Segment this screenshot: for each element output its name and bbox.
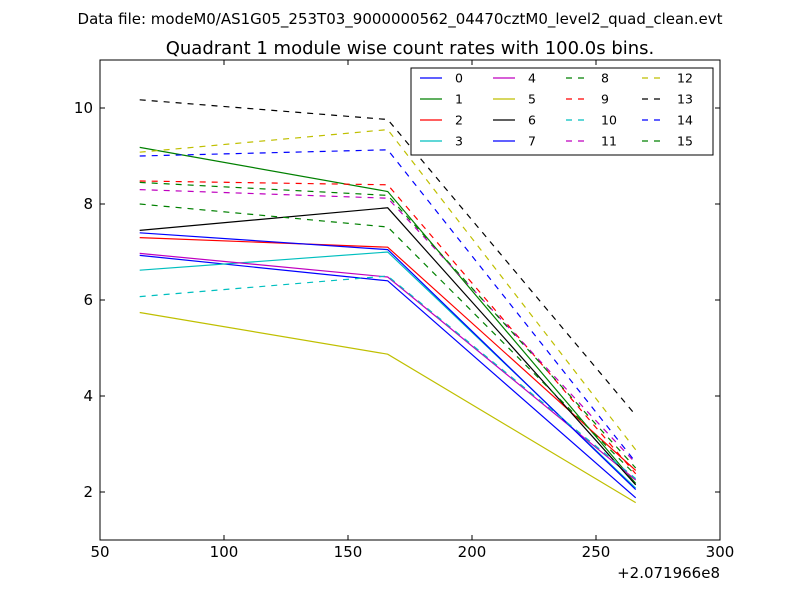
legend-label-9: 9 xyxy=(601,92,609,107)
legend-label-10: 10 xyxy=(601,113,617,128)
series-line-0 xyxy=(139,254,637,499)
series-line-2 xyxy=(139,237,637,471)
legend-label-2: 2 xyxy=(455,113,463,128)
series-line-4 xyxy=(139,252,637,481)
x-offset-label: +2.071966e8 xyxy=(617,564,720,582)
series-line-15 xyxy=(139,181,637,469)
y-tick-label: 4 xyxy=(83,387,93,405)
x-tick-label: 200 xyxy=(458,543,487,561)
legend-label-11: 11 xyxy=(601,134,617,149)
series-line-5 xyxy=(139,311,637,504)
legend-label-13: 13 xyxy=(677,92,693,107)
legend-label-1: 1 xyxy=(455,92,463,107)
y-tick-label: 10 xyxy=(74,99,93,117)
series-line-14 xyxy=(139,149,637,463)
x-tick-label: 100 xyxy=(210,543,239,561)
series-line-12 xyxy=(139,128,637,451)
legend-label-4: 4 xyxy=(528,71,536,86)
y-tick-label: 2 xyxy=(83,483,93,501)
legend-label-8: 8 xyxy=(601,71,609,86)
series-layer xyxy=(139,99,637,504)
legend-label-3: 3 xyxy=(455,134,463,149)
legend-label-0: 0 xyxy=(455,71,463,86)
legend-label-6: 6 xyxy=(528,113,536,128)
series-line-3 xyxy=(139,251,637,489)
y-tick-label: 8 xyxy=(83,195,93,213)
legend-frame xyxy=(410,67,714,156)
legend-label-14: 14 xyxy=(677,113,693,128)
series-line-10 xyxy=(139,275,637,480)
chart-title: Quadrant 1 module wise count rates with … xyxy=(166,38,655,59)
series-line-7 xyxy=(139,232,637,491)
x-tick-label: 150 xyxy=(334,543,363,561)
x-tick-label: 300 xyxy=(706,543,735,561)
series-line-1 xyxy=(139,146,637,484)
y-tick-label: 6 xyxy=(83,291,93,309)
x-tick-label: 50 xyxy=(90,543,109,561)
figure-suptitle: Data file: modeM0/AS1G05_253T03_90000005… xyxy=(78,10,723,29)
legend-label-15: 15 xyxy=(677,134,693,149)
series-line-8 xyxy=(139,203,637,476)
legend-label-12: 12 xyxy=(677,71,693,86)
x-tick-label: 250 xyxy=(582,543,611,561)
legend-label-7: 7 xyxy=(528,134,536,149)
series-line-13 xyxy=(139,99,637,416)
legend-label-5: 5 xyxy=(528,92,536,107)
